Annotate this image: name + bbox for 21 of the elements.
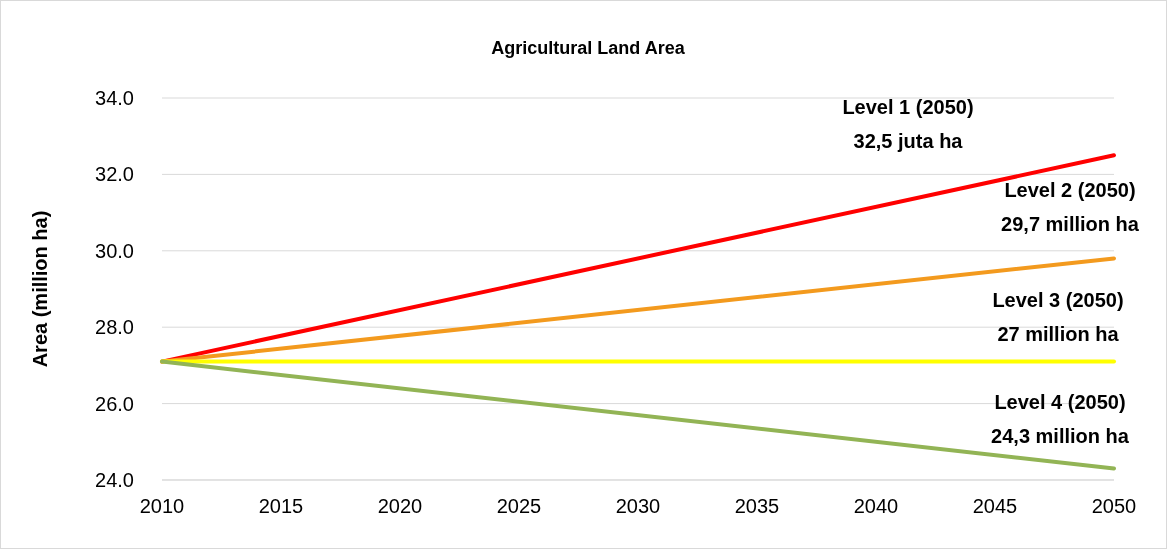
y-axis-title: Area (million ha) xyxy=(29,210,51,368)
y-tick-label: 34.0 xyxy=(95,87,134,109)
x-tick-label: 2050 xyxy=(1091,495,1137,517)
annotation: Level 4 (2050) 24,3 million ha xyxy=(991,391,1130,447)
x-tick-label: 2010 xyxy=(139,495,185,517)
x-tick-label: 2045 xyxy=(972,495,1018,517)
x-tick-label: 2025 xyxy=(496,495,542,517)
chart-title: Agricultural Land Area xyxy=(491,38,686,58)
x-tick-label: 2015 xyxy=(258,495,304,517)
x-tick-label: 2040 xyxy=(853,495,899,517)
y-tick-label: 24.0 xyxy=(95,469,134,491)
x-tick-label: 2020 xyxy=(377,495,423,517)
annotation: Level 1 (2050) 32,5 juta ha xyxy=(842,96,974,152)
x-tick-label: 2030 xyxy=(615,495,661,517)
y-tick-label: 32.0 xyxy=(95,163,134,186)
y-tick-label: 30.0 xyxy=(95,239,134,262)
y-tick-label: 26.0 xyxy=(95,392,134,415)
annotation: Level 2 (2050) 29,7 million ha xyxy=(1001,179,1140,235)
x-tick-label: 2035 xyxy=(734,495,780,517)
y-tick-label: 28.0 xyxy=(95,316,134,339)
annotation: Level 3 (2050) 27 million ha xyxy=(992,289,1124,345)
